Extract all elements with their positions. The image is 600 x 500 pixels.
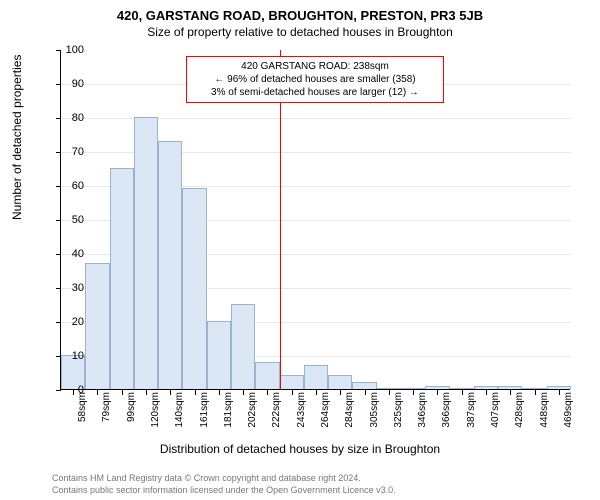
xtick-mark [195,390,196,395]
xtick-label: 161sqm [199,392,210,442]
xtick-label: 181sqm [223,392,234,442]
histogram-bar [231,304,255,389]
xtick-mark [267,390,268,395]
histogram-bar [474,386,498,389]
ytick-label: 80 [44,113,84,124]
xtick-label: 140sqm [174,392,185,442]
xtick-label: 120sqm [150,392,161,442]
xtick-mark [559,390,560,395]
xtick-mark [365,390,366,395]
ytick-label: 40 [44,249,84,260]
chart-subtitle: Size of property relative to detached ho… [0,23,600,43]
ytick-label: 10 [44,351,84,362]
xtick-mark [413,390,414,395]
y-axis-label: Number of detached properties [10,55,24,220]
xtick-label: 99sqm [126,392,137,442]
ytick-label: 20 [44,317,84,328]
footer-line1: Contains HM Land Registry data © Crown c… [52,472,396,484]
xtick-label: 222sqm [271,392,282,442]
ytick-label: 70 [44,147,84,158]
chart-container: 420, GARSTANG ROAD, BROUGHTON, PRESTON, … [0,0,600,500]
annotation-box: 420 GARSTANG ROAD: 238sqm ← 96% of detac… [186,56,444,103]
xtick-mark [437,390,438,395]
histogram-bar [110,168,134,389]
xtick-mark [389,390,390,395]
xtick-label: 448sqm [539,392,550,442]
histogram-bar [352,382,376,389]
footer-line2: Contains public sector information licen… [52,484,396,496]
histogram-bar [522,388,546,389]
xtick-mark [170,390,171,395]
histogram-bar [547,386,571,389]
xtick-mark [146,390,147,395]
histogram-bar [328,375,352,389]
histogram-bar [401,388,425,389]
histogram-bar [182,188,206,389]
histogram-bar [450,388,474,389]
xtick-mark [535,390,536,395]
histogram-bar [134,117,158,389]
histogram-bar [255,362,279,389]
xtick-mark [340,390,341,395]
xtick-mark [243,390,244,395]
xtick-mark [462,390,463,395]
xtick-label: 284sqm [344,392,355,442]
xtick-label: 243sqm [296,392,307,442]
xtick-label: 58sqm [77,392,88,442]
histogram-bar [207,321,231,389]
xtick-mark [292,390,293,395]
xtick-label: 387sqm [466,392,477,442]
xtick-label: 366sqm [441,392,452,442]
annotation-line1: 420 GARSTANG ROAD: 238sqm [193,60,437,73]
xtick-label: 428sqm [514,392,525,442]
histogram-bar [377,388,401,389]
ytick-label: 60 [44,181,84,192]
xtick-label: 407sqm [490,392,501,442]
x-axis-label: Distribution of detached houses by size … [0,442,600,456]
ytick-label: 100 [44,45,84,56]
xtick-label: 305sqm [369,392,380,442]
xtick-mark [122,390,123,395]
xtick-mark [219,390,220,395]
xtick-label: 325sqm [393,392,404,442]
histogram-bar [158,141,182,389]
histogram-bar [425,386,449,389]
xtick-mark [510,390,511,395]
ytick-label: 90 [44,79,84,90]
xtick-label: 264sqm [320,392,331,442]
xtick-label: 469sqm [563,392,574,442]
ytick-label: 50 [44,215,84,226]
histogram-bar [85,263,109,389]
xtick-mark [486,390,487,395]
ytick-label: 0 [44,385,84,396]
xtick-label: 202sqm [247,392,258,442]
histogram-bar [304,365,328,389]
chart-title: 420, GARSTANG ROAD, BROUGHTON, PRESTON, … [0,0,600,23]
xtick-label: 346sqm [417,392,428,442]
footer: Contains HM Land Registry data © Crown c… [52,472,396,496]
xtick-mark [97,390,98,395]
annotation-line3: 3% of semi-detached houses are larger (1… [193,86,437,99]
histogram-bar [498,386,522,389]
xtick-mark [316,390,317,395]
xtick-label: 79sqm [101,392,112,442]
ytick-label: 30 [44,283,84,294]
plot-area: 58sqm79sqm99sqm120sqm140sqm161sqm181sqm2… [60,50,570,390]
annotation-line2: ← 96% of detached houses are smaller (35… [193,73,437,86]
histogram-bar [280,375,304,389]
